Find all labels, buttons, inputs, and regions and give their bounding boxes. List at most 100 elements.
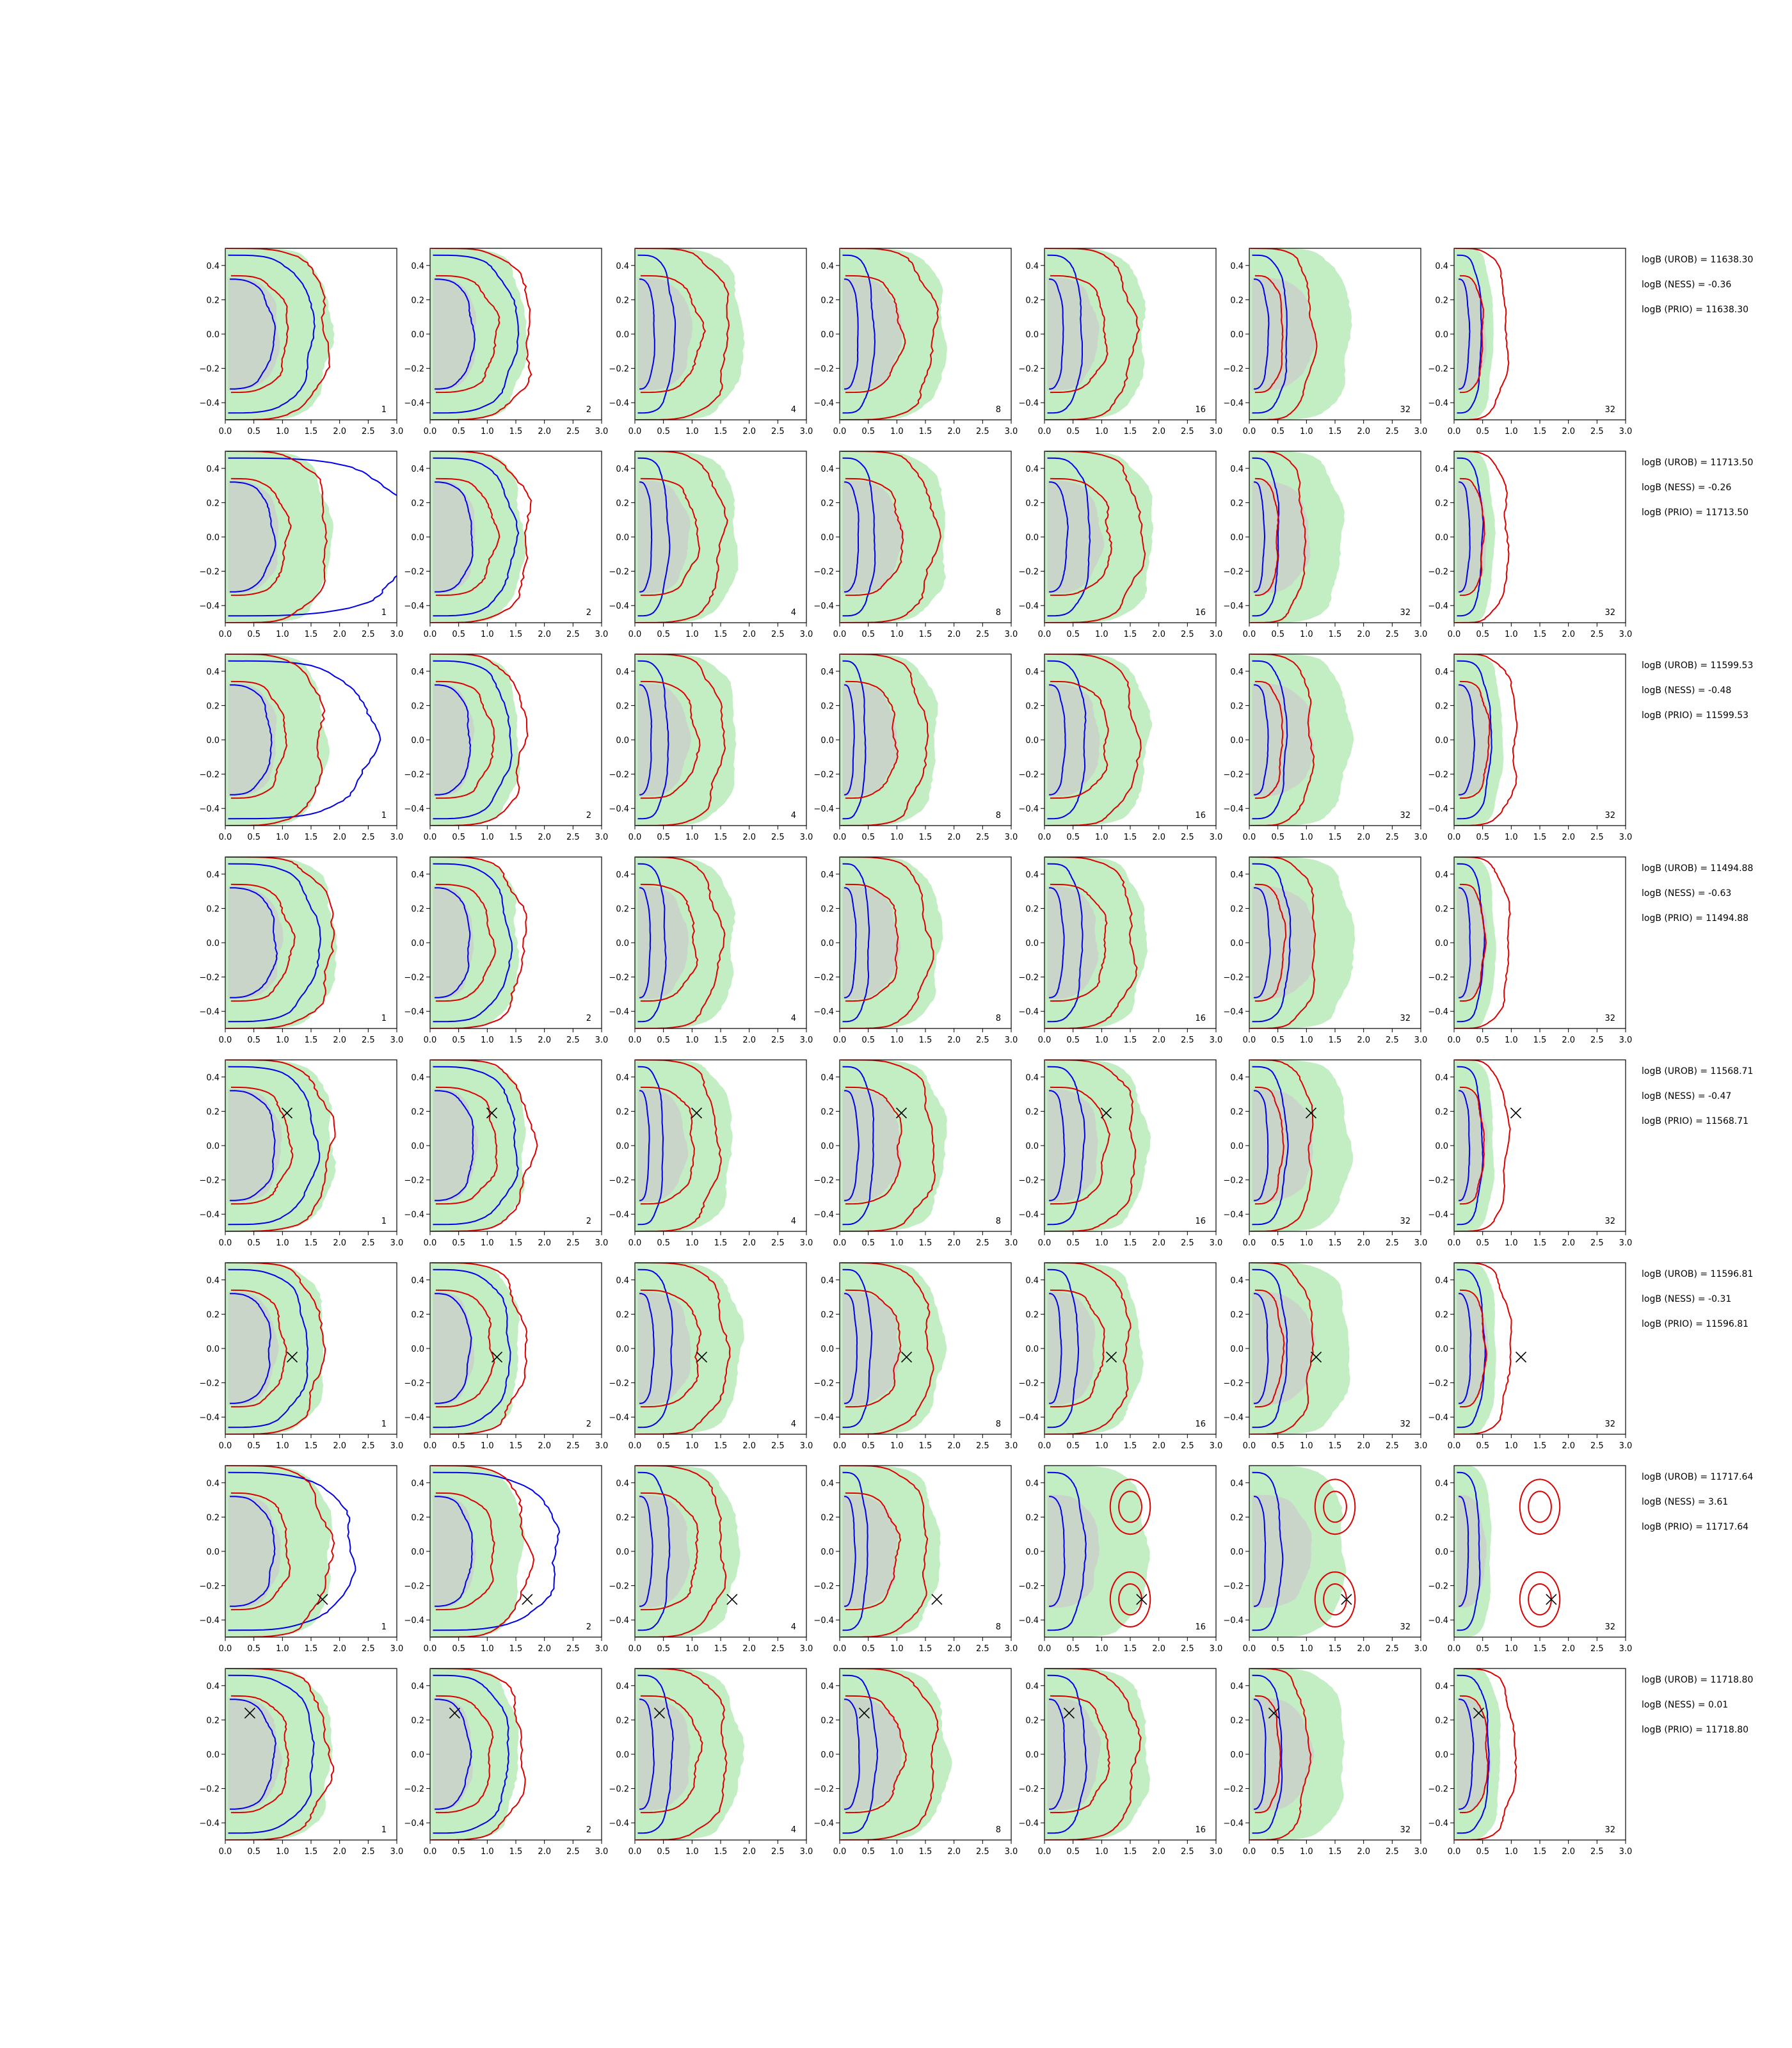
x-tick-label: 1.0: [890, 1644, 904, 1654]
x-tick-label: 3.0: [1005, 1441, 1018, 1451]
x-tick-label: 1.5: [714, 1238, 728, 1248]
x-tick-label: 3.0: [800, 1238, 813, 1248]
logb-value-text: logB (PRIO) = 11718.80: [1642, 1725, 1748, 1735]
y-tick-label: 0.4: [616, 262, 629, 271]
y-tick-label: 0.2: [411, 1513, 424, 1523]
blue-contour-outer: [842, 1066, 875, 1226]
x-tick-label: 0.5: [1271, 1644, 1284, 1654]
x-tick-label: 2.5: [976, 1644, 989, 1654]
blue-contour-inner: [1049, 278, 1064, 390]
y-tick-label: −0.2: [1018, 1176, 1039, 1186]
x-tick-label: 3.0: [1619, 630, 1633, 639]
x-tick-label: 3.0: [595, 427, 609, 436]
red-contour-outer: [636, 1466, 727, 1637]
y-tick-label: 0.2: [1435, 1513, 1448, 1523]
red-contour-outer: [1455, 248, 1510, 420]
y-tick-label: 0.4: [820, 870, 834, 880]
x-tick-label: 3.0: [595, 833, 609, 842]
x-tick-label: 1.0: [1505, 1644, 1518, 1654]
x-tick-label: 0.0: [1038, 1238, 1052, 1248]
blue-contour-inner: [1459, 1699, 1475, 1810]
y-tick-label: −0.2: [1018, 568, 1039, 577]
x-tick-label: 0.5: [1476, 1441, 1489, 1451]
red-contour-upper-mode: [1519, 1478, 1561, 1535]
panel-r2-c3: 0.0 0.5 1.0 1.5 2.0 2.5 3.0 −0.4 −0.2 0.0 0.2 0.4 4: [609, 451, 813, 639]
true-value-marker: [1341, 1594, 1352, 1605]
grey-density-region: [1457, 1697, 1492, 1811]
red-contour-outer: [1045, 654, 1142, 826]
x-tick-label: 1.0: [1505, 1847, 1518, 1857]
blue-contour-inner: [1254, 684, 1269, 796]
panel-r8-c2: 0.0 0.5 1.0 1.5 2.0 2.5 3.0 −0.4 −0.2 0.0 0.2 0.4 2: [404, 1668, 608, 1857]
panel-r3-c1: 0.0 0.5 1.0 1.5 2.0 2.5 3.0 −0.4 −0.2 0.0 0.2 0.4 1: [199, 653, 403, 842]
y-tick-label: −0.4: [404, 602, 424, 611]
true-value-marker: [726, 1594, 738, 1605]
panel-r4-c4: 0.0 0.5 1.0 1.5 2.0 2.5 3.0 −0.4 −0.2 0.0 0.2 0.4 8: [813, 856, 1018, 1045]
blue-contour-inner: [435, 1699, 472, 1810]
y-tick-label: 0.4: [411, 1479, 424, 1489]
blue-contour-inner: [1254, 1293, 1269, 1404]
x-tick-label: 2.0: [1152, 833, 1165, 842]
y-tick-label: −0.4: [199, 1819, 220, 1828]
blue-contour-inner: [639, 887, 652, 998]
x-tick-label: 2.5: [771, 1847, 785, 1857]
x-tick-label: 1.0: [1095, 1847, 1108, 1857]
x-tick-label: 3.0: [1210, 833, 1223, 842]
x-tick-label: 1.0: [1300, 1644, 1313, 1654]
x-tick-label: 0.0: [1448, 833, 1461, 842]
blue-contour-outer: [1457, 1674, 1490, 1834]
y-tick-label: −0.4: [813, 399, 834, 408]
true-value-marker: [1105, 1351, 1117, 1363]
panel-order-label: 32: [1400, 1622, 1411, 1632]
x-tick-label: 3.0: [390, 1036, 404, 1045]
red-contour-outer: [636, 1263, 731, 1434]
blue-contour-outer: [637, 254, 676, 414]
x-tick-label: 1.5: [1124, 1847, 1137, 1857]
x-tick-label: 2.5: [1590, 833, 1604, 842]
logb-value-text: logB (UROB) = 11713.50: [1642, 458, 1753, 468]
x-tick-label: 2.0: [742, 427, 756, 436]
y-tick-label: −0.2: [813, 1582, 834, 1592]
y-tick-label: −0.4: [813, 804, 834, 814]
y-tick-label: −0.4: [1018, 1819, 1039, 1828]
y-tick-label: 0.4: [1025, 465, 1039, 474]
y-tick-label: 0.4: [1230, 1073, 1244, 1083]
grey-density-region: [228, 886, 284, 1000]
y-tick-label: 0.0: [1230, 330, 1244, 340]
panel-r8-c5: 0.0 0.5 1.0 1.5 2.0 2.5 3.0 −0.4 −0.2 0.0 0.2 0.4 16: [1018, 1668, 1222, 1857]
y-tick-label: 0.2: [411, 296, 424, 305]
blue-contour-inner: [435, 1496, 474, 1607]
y-tick-label: 0.2: [1230, 1716, 1244, 1725]
red-contour-inner: [1254, 883, 1287, 1002]
x-tick-label: 3.0: [1005, 1238, 1018, 1248]
x-tick-label: 0.0: [1448, 427, 1461, 436]
x-tick-label: 1.5: [305, 427, 318, 436]
grey-density-region: [228, 683, 277, 797]
y-tick-label: 0.2: [411, 904, 424, 914]
blue-contour-outer: [1047, 1066, 1085, 1226]
y-tick-label: −0.2: [1428, 771, 1448, 780]
true-value-marker: [244, 1708, 255, 1719]
y-tick-label: 0.2: [1230, 701, 1244, 711]
panel-order-label: 2: [586, 1825, 591, 1835]
y-tick-label: −0.2: [1223, 1379, 1244, 1389]
blue-contour-inner: [639, 1699, 655, 1810]
panel-r1-c2: 0.0 0.5 1.0 1.5 2.0 2.5 3.0 −0.4 −0.2 0.0 0.2 0.4 2: [404, 248, 608, 436]
panel-order-label: 32: [1400, 1217, 1411, 1226]
red-contour-lower-mode: [1109, 1571, 1151, 1628]
y-tick-label: 0.4: [1025, 262, 1039, 271]
x-tick-label: 2.0: [1357, 1036, 1370, 1045]
y-tick-label: −0.2: [813, 1176, 834, 1186]
x-tick-label: 2.0: [1152, 1441, 1165, 1451]
red-contour-outer: [636, 857, 726, 1028]
x-tick-label: 0.0: [628, 630, 642, 639]
red-contour-outer: [431, 1060, 538, 1231]
x-tick-label: 1.5: [1329, 427, 1342, 436]
y-tick-label: −0.2: [1018, 1379, 1039, 1389]
x-tick-label: 0.5: [657, 1238, 670, 1248]
x-tick-label: 3.0: [1210, 1036, 1223, 1045]
red-contour-inner: [1254, 1289, 1285, 1408]
panel-r6-c1: 0.0 0.5 1.0 1.5 2.0 2.5 3.0 −0.4 −0.2 0.0 0.2 0.4 1: [199, 1262, 403, 1451]
blue-contour-outer: [637, 863, 667, 1023]
blue-contour-outer: [228, 1674, 315, 1834]
